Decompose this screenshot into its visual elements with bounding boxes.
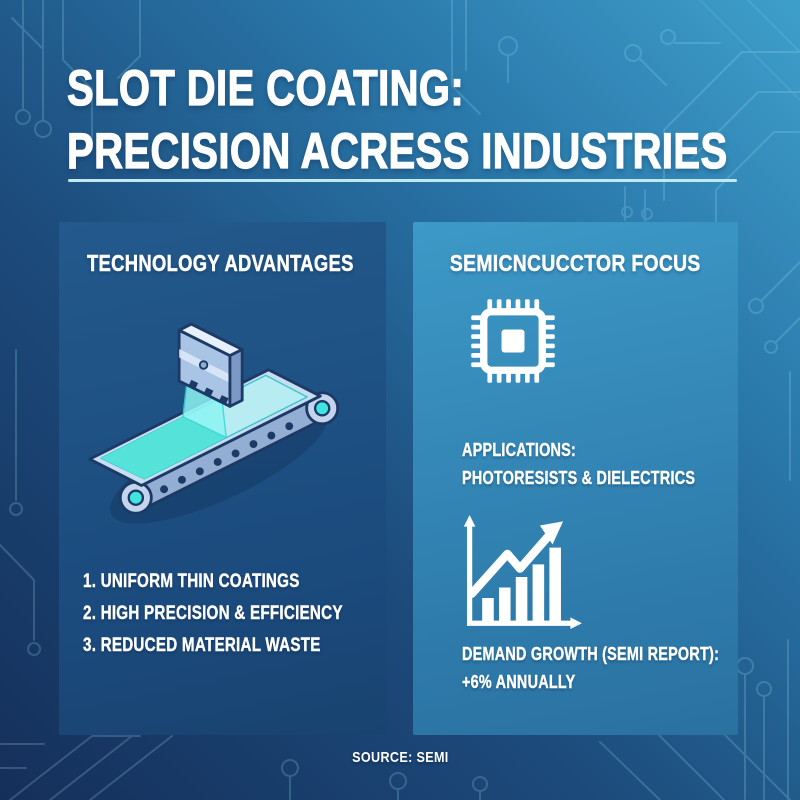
advantage-item-1: 1. UNIFORM THIN COATINGS xyxy=(83,571,300,592)
applications-label: APPLICATIONS: xyxy=(462,440,577,460)
source-attribution: SOURCE: SEMI xyxy=(351,749,449,766)
title-divider xyxy=(68,179,737,182)
advantage-item-2: 2. HIGH PRECISION & EFFICIENCY xyxy=(83,603,343,624)
growth-label: DEMAND GROWTH (SEMI REPORT): xyxy=(462,644,720,664)
growth-chart-icon xyxy=(463,515,582,629)
advantage-item-3: 3. REDUCED MATERIAL WASTE xyxy=(83,635,321,656)
title-line-1: SLOT DIE COATING: xyxy=(66,59,465,116)
semiconductor-focus-panel: SEMICNCUCCTOR FOCUS APPLICATIONS: PHOTOR… xyxy=(413,222,738,735)
title-line-2: PRECISION ACRESS INDUSTRIES xyxy=(66,122,728,179)
growth-value: +6% ANNUALLY xyxy=(462,672,576,692)
left-panel-header: TECHNOLOGY ADVANTAGES xyxy=(87,250,354,277)
advantages-list: 1. UNIFORM THIN COATINGS 2. HIGH PRECISI… xyxy=(83,566,408,662)
applications-value: PHOTORESISTS & DIELECTRICS xyxy=(462,468,696,488)
demand-growth-block: DEMAND GROWTH (SEMI REPORT): +6% ANNUALL… xyxy=(462,640,783,696)
page-title: SLOT DIE COATING: PRECISION ACRESS INDUS… xyxy=(66,57,800,183)
chip-icon xyxy=(471,299,555,383)
slot-die-conveyor-illustration xyxy=(88,322,340,524)
technology-advantages-panel: TECHNOLOGY ADVANTAGES xyxy=(59,222,386,735)
right-panel-header: SEMICNCUCCTOR FOCUS xyxy=(450,250,701,277)
applications-block: APPLICATIONS: PHOTORESISTS & DIELECTRICS xyxy=(462,436,754,492)
